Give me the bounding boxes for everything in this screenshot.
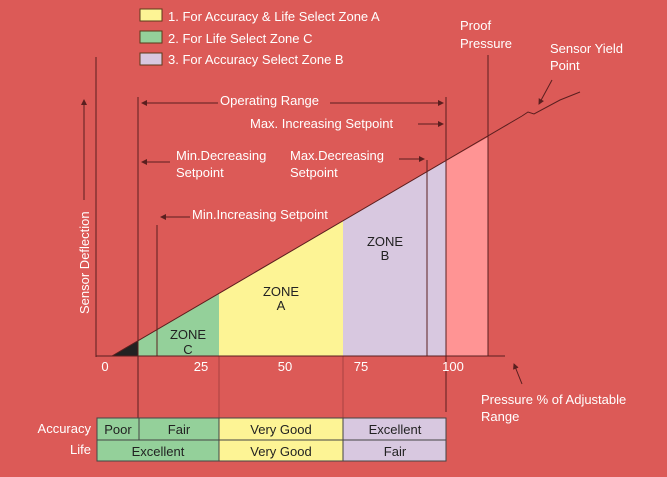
zone-c-label: ZONE <box>170 327 206 342</box>
x-axis-arrow <box>513 363 523 385</box>
max-decreasing-setpoint-label: Setpoint <box>290 165 338 180</box>
zone-c-label: C <box>183 342 192 357</box>
accuracy-excellent: Excellent <box>369 422 422 437</box>
x-tick-label: 25 <box>194 359 208 374</box>
life-fair: Fair <box>384 444 407 459</box>
yield-curve <box>521 91 581 117</box>
life-very-good: Very Good <box>250 444 311 459</box>
min-decreasing-setpoint-label: Setpoint <box>176 165 224 180</box>
proof-pressure-label: Proof <box>460 18 491 33</box>
life-excellent: Excellent <box>132 444 185 459</box>
sensor-yield-label: Point <box>550 58 580 73</box>
max-increasing-setpoint-label: Max. Increasing Setpoint <box>250 116 393 131</box>
x-tick-label: 0 <box>101 359 108 374</box>
life-row-label: Life <box>70 442 91 457</box>
legend-item-zone-c: 2. For Life Select Zone C <box>168 31 313 46</box>
yield-point-arrow <box>538 79 553 105</box>
operating-range-label: Operating Range <box>220 93 319 108</box>
table-cell <box>342 439 447 462</box>
zone-b-label: B <box>381 248 390 263</box>
zone-b-area <box>343 161 446 356</box>
zone-b-label: ZONE <box>367 234 403 249</box>
deflection-line <box>111 115 523 357</box>
x-tick-label: 75 <box>354 359 368 374</box>
accuracy-very-good: Very Good <box>250 422 311 437</box>
zone-a-label: ZONE <box>263 284 299 299</box>
legend-item-zone-b: 3. For Accuracy Select Zone B <box>168 52 344 67</box>
zone-a-label: A <box>277 298 286 313</box>
x-tick-label: 50 <box>278 359 292 374</box>
overrange-area <box>446 137 488 356</box>
rating-table: Accuracy Life Poor Fair Very Good Excell… <box>38 417 447 462</box>
y-axis-label: Sensor Deflection <box>77 211 92 314</box>
min-increasing-setpoint-label: Min.Increasing Setpoint <box>192 207 328 222</box>
legend-swatch-zone-a <box>139 8 163 22</box>
min-decreasing-setpoint-label: Min.Decreasing <box>176 148 266 163</box>
zone-c-area <box>138 294 219 356</box>
max-decreasing-setpoint-label: Max.Decreasing <box>290 148 384 163</box>
x-tick-label: 100 <box>442 359 464 374</box>
legend: 1. For Accuracy & Life Select Zone A 2. … <box>139 8 380 67</box>
legend-item-zone-a: 1. For Accuracy & Life Select Zone A <box>168 9 380 24</box>
proof-pressure-label: Pressure <box>460 36 512 51</box>
accuracy-fair: Fair <box>168 422 191 437</box>
sensor-yield-label: Sensor Yield <box>550 41 623 56</box>
legend-swatch-zone-b <box>139 52 163 66</box>
accuracy-row-label: Accuracy <box>38 421 92 436</box>
legend-swatch-zone-c <box>139 30 163 44</box>
zone-a-area <box>219 221 343 356</box>
accuracy-poor: Poor <box>104 422 132 437</box>
x-axis-label: Range <box>481 409 519 424</box>
x-axis-label: Pressure % of Adjustable <box>481 392 626 407</box>
